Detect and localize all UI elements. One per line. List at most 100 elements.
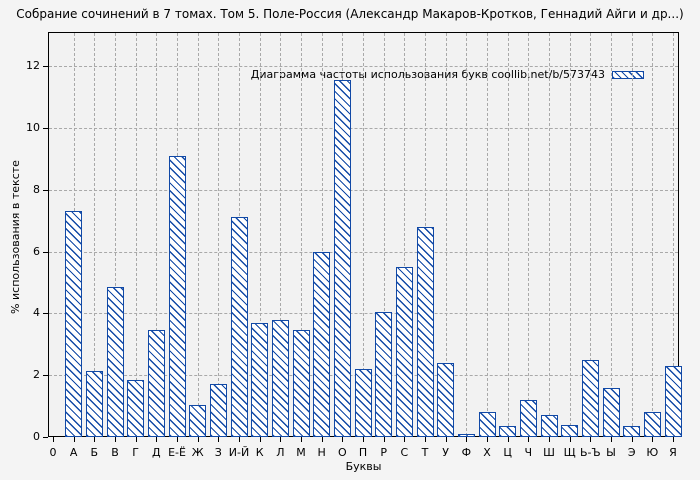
x-tick-label: З (214, 446, 222, 459)
x-gridline (652, 33, 654, 436)
x-tick-label: С (400, 446, 409, 459)
bar-Я (664, 365, 682, 437)
bar-Х (478, 412, 496, 437)
x-tick (239, 437, 240, 442)
x-gridline (115, 33, 116, 436)
x-tick (404, 437, 406, 442)
x-tick (528, 437, 530, 442)
x-tick-label: К (255, 446, 264, 459)
bar-А (65, 211, 83, 437)
x-gridline (404, 33, 406, 436)
x-tick-label: Я (669, 446, 677, 459)
x-tick (94, 437, 96, 442)
bar-Ы (602, 387, 620, 437)
chart-title: Собрание сочинений в 7 томах. Том 5. Пол… (16, 7, 684, 21)
x-tick-label: А (69, 446, 78, 459)
x-tick-label: 0 (49, 446, 57, 459)
x-gridline (569, 33, 571, 436)
x-tick-label: Д (152, 446, 161, 459)
x-gridline (445, 33, 447, 436)
x-gridline (218, 33, 220, 436)
x-gridline (321, 33, 323, 436)
bar-М (292, 330, 310, 437)
y-tick (43, 375, 48, 377)
y-tick (43, 251, 48, 253)
x-gridline (259, 33, 261, 436)
x-tick (631, 437, 633, 442)
bar-У (437, 362, 455, 437)
x-gridline (466, 33, 468, 436)
x-tick (115, 437, 116, 442)
y-tick (43, 189, 48, 191)
bar-Ц (499, 426, 517, 437)
bar-Э (623, 426, 641, 437)
x-tick (569, 437, 571, 442)
y-tick-label: 12 (26, 59, 40, 72)
bar-Л (271, 319, 289, 437)
x-gridline (363, 33, 364, 436)
x-gridline (507, 33, 509, 436)
x-gridline (383, 33, 385, 436)
x-tick (218, 437, 220, 442)
x-tick-label: Ь-Ъ (579, 446, 601, 459)
bar-Ш (540, 415, 558, 437)
x-gridline (94, 33, 96, 436)
x-gridline (528, 33, 530, 436)
x-axis-label: Буквы (345, 460, 382, 473)
y-tick-label: 8 (33, 182, 40, 196)
x-tick (342, 437, 344, 442)
bar-Е-Ё (168, 155, 186, 437)
bar-З (209, 384, 227, 437)
bar-Б (85, 370, 103, 437)
x-gridline (135, 33, 137, 436)
x-tick (383, 437, 385, 442)
x-tick (197, 437, 199, 442)
legend-label: Диаграмма частоты использования букв coo… (250, 68, 605, 81)
x-tick (301, 437, 302, 442)
y-tick-label: 0 (33, 430, 40, 443)
x-gridline (590, 33, 592, 436)
y-tick (43, 437, 48, 438)
y-tick (43, 127, 48, 129)
x-gridline (301, 33, 302, 436)
bar-Н (313, 251, 331, 437)
x-tick-label: Е-Ё (168, 446, 186, 459)
bar-Т (416, 226, 434, 437)
x-gridline (156, 33, 158, 436)
x-gridline (197, 33, 199, 436)
y-tick-label: 2 (33, 368, 40, 382)
bar-О (333, 79, 351, 437)
x-tick-label: Ы (606, 446, 616, 459)
x-tick (363, 437, 364, 442)
bar-К (251, 322, 269, 437)
y-tick (43, 313, 48, 315)
x-gridline (611, 33, 612, 436)
bar-Ф (457, 433, 475, 437)
bar-И-Й (230, 217, 248, 437)
bar-Ж (189, 404, 207, 437)
x-gridline (280, 33, 282, 436)
y-tick (43, 66, 48, 67)
x-tick-label: Т (421, 446, 429, 459)
x-tick-label: Ц (503, 446, 512, 459)
x-tick (156, 437, 158, 442)
x-tick-label: Щ (563, 446, 576, 459)
bar-Ч (519, 399, 537, 437)
x-tick-label: Э (627, 446, 636, 459)
x-tick (73, 437, 75, 442)
x-tick-label: Ш (543, 446, 555, 459)
x-tick (507, 437, 509, 442)
x-tick-label: Ф (461, 446, 472, 459)
x-tick (280, 437, 282, 442)
x-gridline (487, 33, 488, 436)
x-tick (487, 437, 488, 442)
x-tick-label: М (296, 446, 306, 459)
x-tick-label: О (337, 446, 347, 459)
x-tick-label: У (442, 446, 449, 459)
x-tick (259, 437, 261, 442)
x-tick (177, 437, 178, 442)
x-tick (549, 437, 550, 442)
x-tick (53, 437, 54, 442)
x-tick (135, 437, 137, 442)
